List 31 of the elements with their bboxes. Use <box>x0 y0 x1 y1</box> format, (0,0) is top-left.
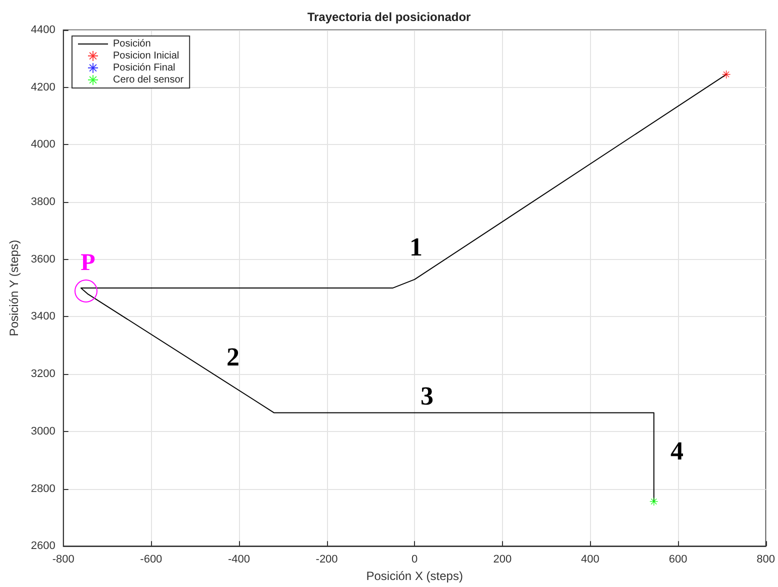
x-tick-label: 800 <box>756 554 776 566</box>
y-tick-label: 4400 <box>30 24 56 36</box>
y-tick-label: 3400 <box>30 310 56 323</box>
x-tick-label: 400 <box>581 554 600 566</box>
annotation: 3 <box>420 382 434 410</box>
annotation: 4 <box>670 436 684 466</box>
legend-label: Posición <box>113 38 151 50</box>
chart-title: Trayectoria del posicionador <box>307 10 472 24</box>
x-tick-label: 600 <box>668 554 688 566</box>
y-tick-label: 3600 <box>30 253 56 266</box>
legend-label: Cero del sensor <box>113 74 184 86</box>
x-tick-label: -600 <box>140 554 162 566</box>
y-tick-label: 4000 <box>30 138 56 151</box>
x-tick-label: -200 <box>316 554 338 566</box>
y-axis-title: Posición Y (steps) <box>7 240 21 336</box>
x-axis-title: Posición X (steps) <box>366 569 463 583</box>
x-tick-label: -800 <box>52 554 74 566</box>
y-tick-label: 3200 <box>30 368 56 380</box>
y-tick-label: 2800 <box>30 482 56 495</box>
annotation: P <box>80 250 96 276</box>
annotation: 1 <box>410 232 422 262</box>
legend-label: Posición Final <box>113 62 176 74</box>
legend-label: Posicion Inicial <box>113 50 180 62</box>
y-tick-label: 3800 <box>30 196 56 208</box>
annotation: 2 <box>226 342 240 372</box>
x-tick-label: 200 <box>493 554 512 566</box>
y-tick-label: 3000 <box>30 425 56 438</box>
y-tick-label: 4200 <box>30 81 56 94</box>
y-tick-label: 2600 <box>30 540 56 552</box>
x-tick-label: -400 <box>228 554 250 566</box>
x-tick-label: 0 <box>412 554 418 566</box>
